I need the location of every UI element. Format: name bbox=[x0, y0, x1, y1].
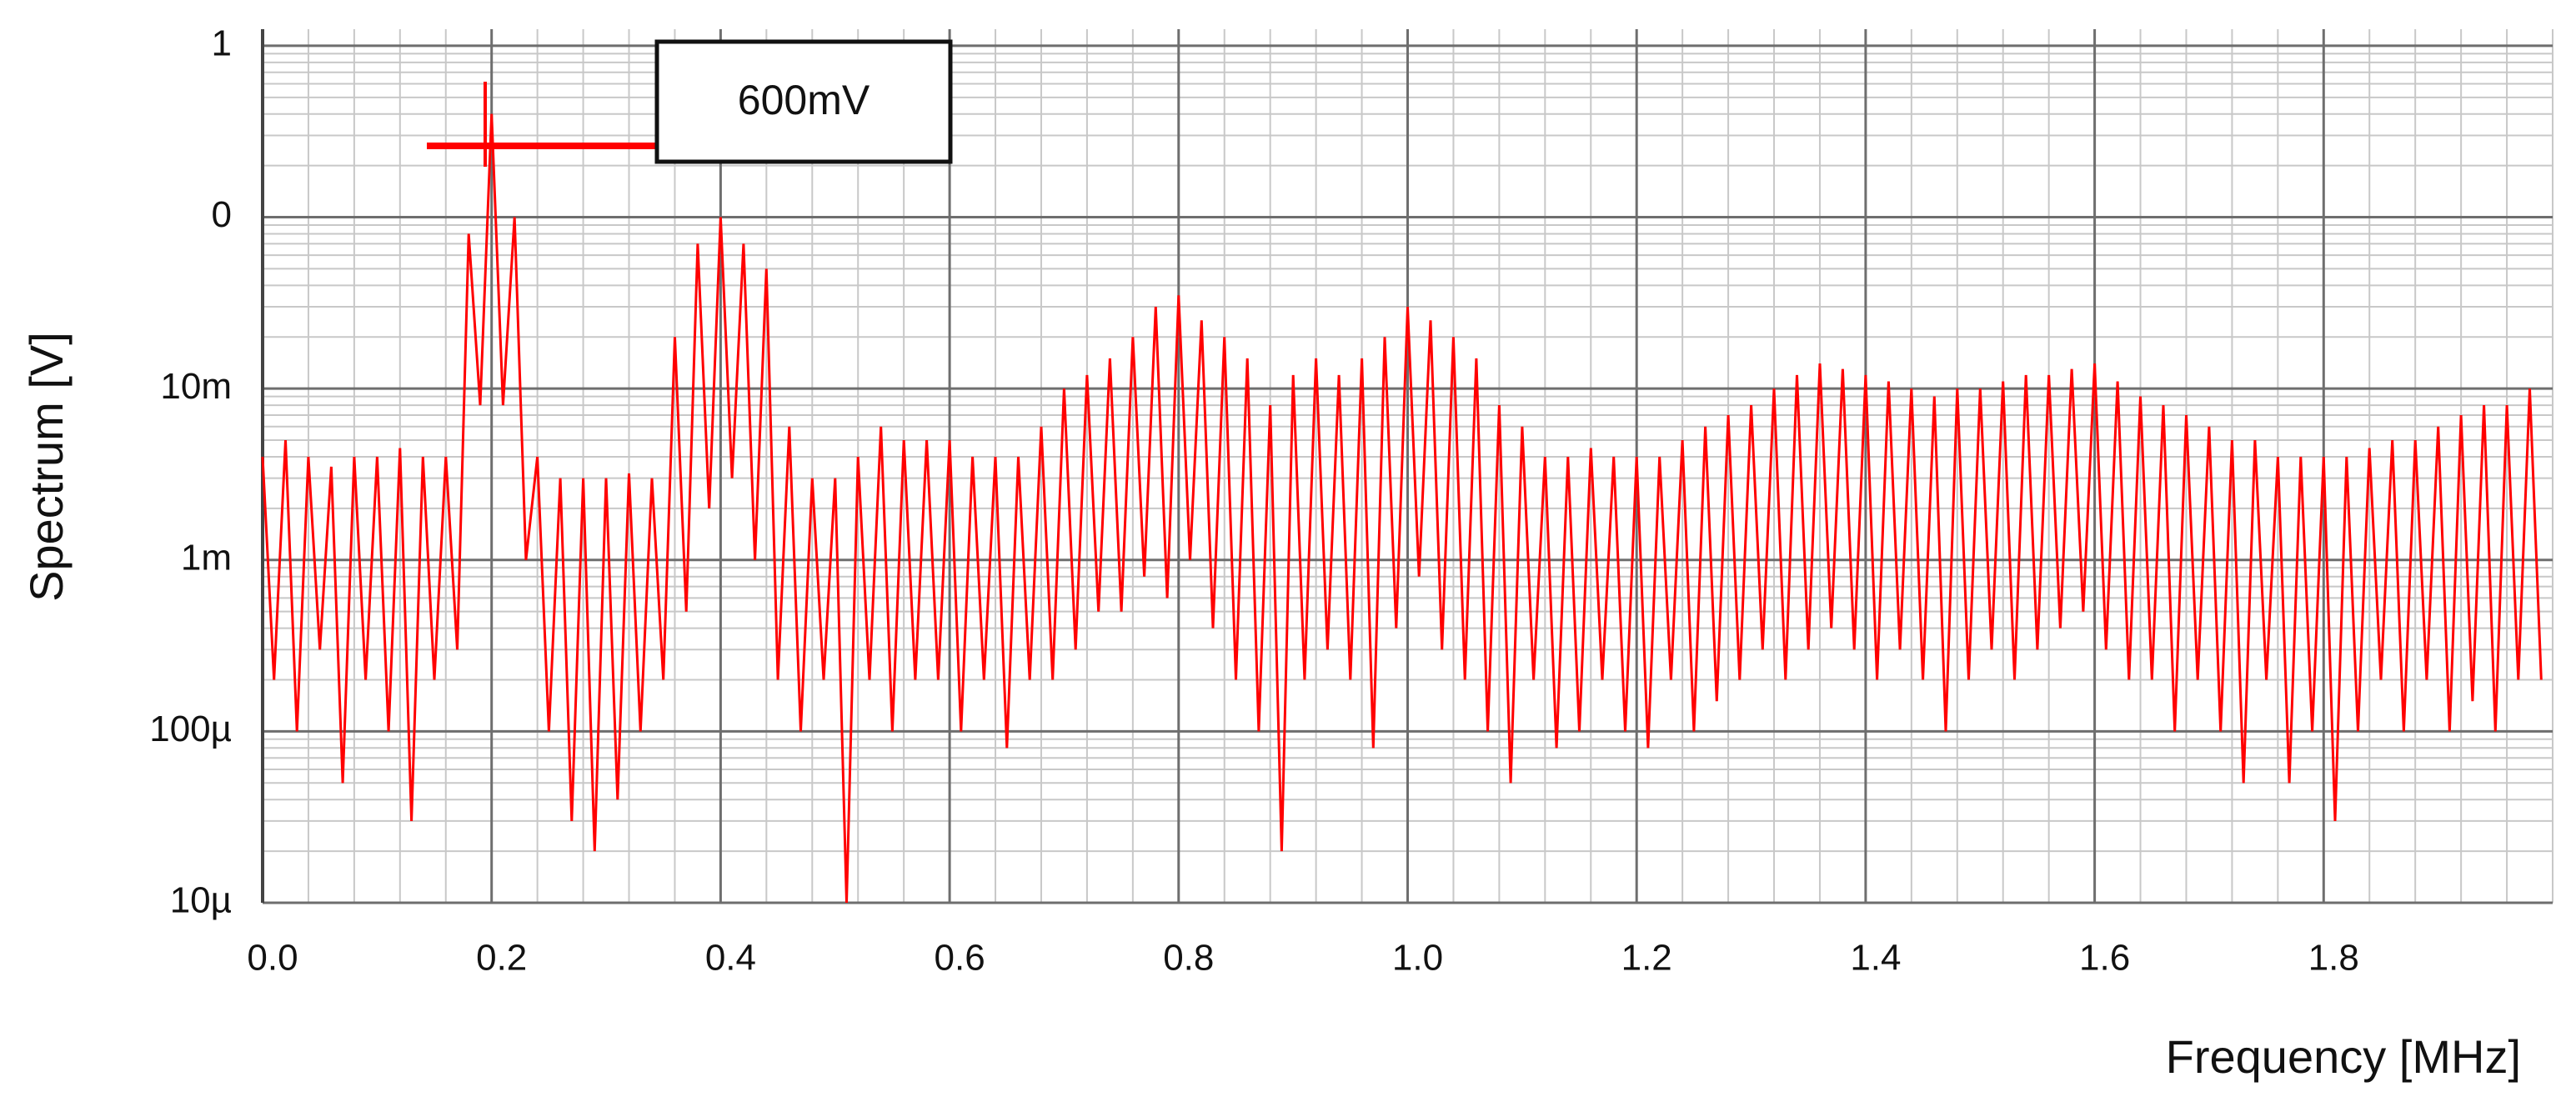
grid bbox=[261, 29, 2553, 904]
y-tick-label: 1 bbox=[212, 23, 232, 64]
x-tick-label: 0.6 bbox=[935, 938, 985, 979]
spectrum-line bbox=[261, 113, 2543, 904]
x-tick-label: 0.8 bbox=[1163, 938, 1214, 979]
x-tick-label: 0.4 bbox=[705, 938, 756, 979]
x-tick-label: 0.0 bbox=[247, 938, 298, 979]
x-axis-title: Frequency [MHz] bbox=[2166, 1030, 2521, 1083]
x-tick-label: 1.8 bbox=[2308, 938, 2359, 979]
y-tick-label: 10m bbox=[160, 366, 232, 407]
y-tick-label: 1m bbox=[181, 537, 232, 578]
x-tick-label: 1.0 bbox=[1392, 938, 1443, 979]
y-tick-label: 0 bbox=[212, 194, 232, 235]
y-tick-label: 100µ bbox=[149, 709, 232, 749]
x-tick-label: 1.4 bbox=[1850, 938, 1901, 979]
x-tick-label: 1.2 bbox=[1621, 938, 1672, 979]
x-tick-label: 0.2 bbox=[476, 938, 527, 979]
annotation-box bbox=[654, 39, 953, 164]
x-tick-label: 1.6 bbox=[2079, 938, 2130, 979]
y-axis-title: Spectrum [V] bbox=[20, 332, 73, 602]
annotation-text: 600mV bbox=[738, 77, 870, 123]
y-tick-label: 10µ bbox=[170, 880, 232, 921]
